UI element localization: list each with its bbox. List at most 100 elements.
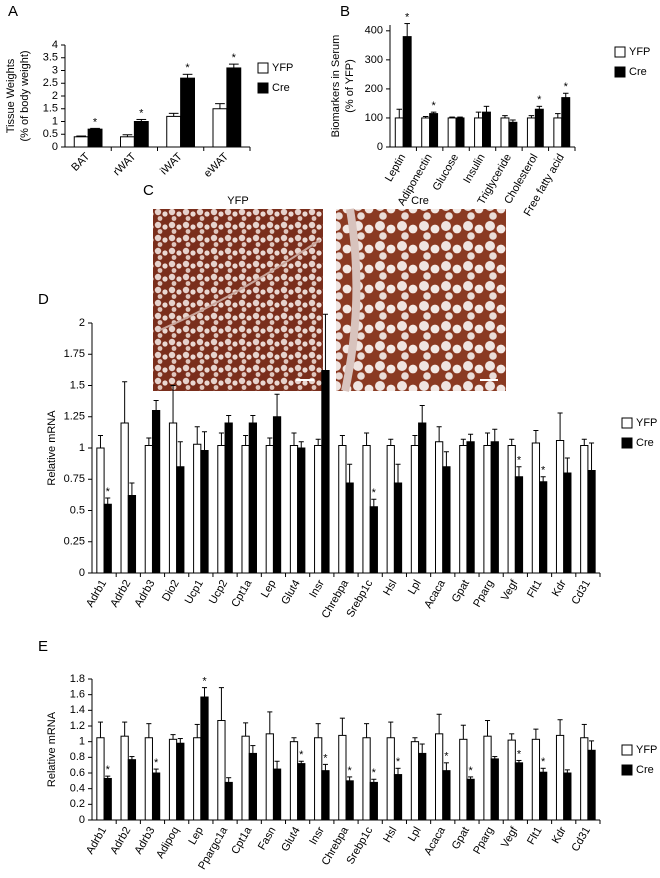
panel-letter: B (340, 3, 350, 20)
significance-mark: * (106, 764, 111, 776)
panel-letter: D (38, 291, 49, 308)
bar (459, 738, 468, 821)
bar (483, 445, 492, 574)
bar (507, 445, 516, 574)
y-tick-label: 0.2 (70, 798, 85, 810)
legend-label: YFP (272, 62, 293, 74)
significance-mark: * (139, 107, 144, 119)
bar (176, 466, 185, 574)
x-tick-label: Acaca (422, 824, 448, 857)
bar (534, 108, 544, 148)
bar (224, 422, 233, 574)
y-tick-label: 0.5 (43, 128, 58, 140)
bar (514, 476, 524, 574)
x-tick-label: Hsl (381, 578, 399, 598)
x-tick-label: Glut4 (279, 825, 303, 854)
bar (490, 441, 499, 574)
y-tick-label: 0.8 (70, 751, 85, 763)
bar (563, 772, 572, 821)
bar (587, 470, 596, 574)
bar (563, 472, 572, 574)
bar (421, 117, 431, 148)
bar (265, 733, 274, 821)
x-tick-label: iWAT (158, 151, 185, 178)
bar (297, 763, 306, 821)
bar-chart: D Relative mRNA 0 0.25 0.5 0.75 1 1.25 1.5 1.75 2 A… (38, 291, 657, 621)
y-tick-label: 1 (79, 736, 85, 748)
y-tick-label: 2.5 (43, 77, 58, 89)
bar (555, 440, 565, 574)
legend-swatch (257, 62, 269, 74)
x-tick-label: Adrb1 (84, 578, 109, 609)
y-tick-label: 1.25 (64, 411, 85, 423)
y-tick-label: 0 (377, 141, 383, 153)
significance-mark: * (564, 81, 569, 93)
significance-mark: * (396, 756, 401, 768)
bar (96, 447, 105, 574)
significance-mark: * (444, 751, 449, 763)
bar (429, 113, 439, 148)
bar (314, 445, 323, 574)
bar (217, 445, 226, 574)
significance-mark: * (372, 767, 377, 779)
bar (459, 445, 468, 574)
bar (442, 466, 451, 574)
bar (345, 482, 354, 574)
y-tick-label: 1.2 (70, 720, 85, 732)
vessel (159, 239, 321, 331)
x-tick-label: Pparg (471, 578, 496, 609)
bar (87, 128, 103, 148)
image-label: YFP (227, 195, 248, 207)
bar (500, 117, 510, 148)
bar (151, 410, 161, 574)
x-tick-label: Insr (307, 825, 327, 847)
x-tick-label: Adrb1 (84, 825, 109, 856)
bar (217, 720, 226, 821)
y-tick-label: 1.5 (70, 379, 85, 391)
bar (133, 121, 149, 148)
bar (120, 136, 135, 148)
micrograph (153, 209, 323, 391)
x-tick-label: Adrb3 (133, 578, 158, 609)
bar (362, 445, 371, 574)
x-tick-label: Lpl (406, 578, 424, 597)
micrograph (336, 209, 506, 391)
x-tick-label: Hsl (381, 825, 399, 845)
bar (289, 741, 299, 821)
significance-mark: * (232, 52, 237, 64)
bar (555, 734, 565, 821)
bar (526, 117, 536, 148)
bar (466, 778, 475, 821)
y-tick-label: 0.75 (64, 473, 85, 485)
y-tick-label: 2 (52, 90, 58, 102)
bar (580, 445, 589, 574)
bar (321, 770, 330, 821)
bar (587, 749, 596, 821)
y-tick-label: 2 (79, 317, 85, 329)
y-tick-label: 400 (365, 25, 383, 37)
bar (338, 445, 347, 574)
bar (212, 108, 228, 148)
legend-label: Cre (636, 764, 654, 776)
bar (176, 742, 185, 821)
bar (180, 77, 195, 148)
bar (321, 370, 330, 574)
x-tick-label: Cpt1a (229, 577, 255, 609)
x-tick-label: Flt1 (525, 578, 545, 600)
panel-letter: E (38, 638, 48, 655)
bar (539, 771, 548, 821)
bar (144, 737, 153, 821)
x-tick-label: Glut4 (279, 578, 303, 607)
legend-swatch (621, 764, 633, 776)
x-tick-label: Cpt1a (229, 824, 255, 856)
x-tick-label: Gpat (450, 825, 472, 852)
significance-mark: * (431, 100, 436, 112)
x-tick-label: Ucp1 (183, 578, 206, 606)
bar (435, 733, 444, 821)
legend-label: Cre (629, 66, 647, 78)
x-tick-label: Vegf (499, 577, 521, 603)
bar (410, 445, 420, 574)
bar-chart: B Biomarkers in Serum (% of YFP) 0 100 200 300… (330, 3, 651, 218)
x-tick-label: rWAT (111, 151, 139, 179)
